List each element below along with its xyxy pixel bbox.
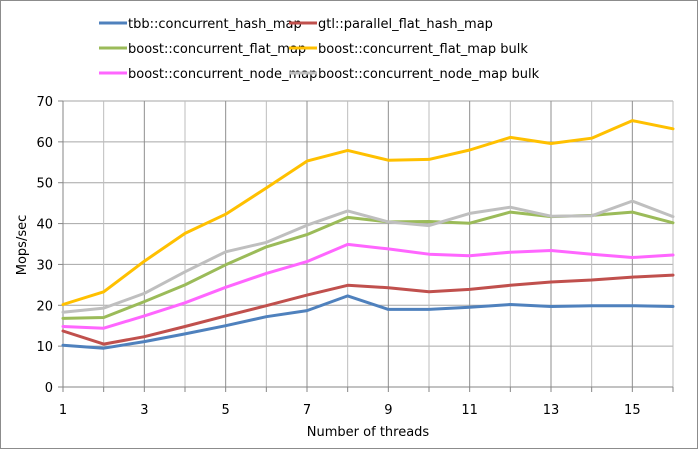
y-tick-label: 10 xyxy=(36,340,53,355)
legend-item: gtl::parallel_flat_hash_map xyxy=(289,17,493,32)
legend-label: boost::concurrent_node_map bulk xyxy=(318,67,540,82)
x-axis-title: Number of threads xyxy=(307,425,430,440)
legend: tbb::concurrent_hash_map gtl::parallel_fl… xyxy=(99,17,540,82)
series-line-1 xyxy=(61,294,675,350)
gridlines xyxy=(63,100,674,387)
legend-item: boost::concurrent_node_map xyxy=(99,67,317,82)
legend-label: boost::concurrent_node_map xyxy=(128,67,317,82)
y-tick-label: 20 xyxy=(36,299,53,314)
legend-item: tbb::concurrent_hash_map xyxy=(99,17,302,32)
y-axis-title: Mops/sec xyxy=(15,215,30,276)
legend-label: boost::concurrent_flat_map bulk xyxy=(318,42,528,57)
series-line-4 xyxy=(61,119,675,306)
x-tick-label: 15 xyxy=(624,403,641,418)
series-line-5 xyxy=(61,242,675,330)
y-tick-label: 70 xyxy=(36,95,53,110)
x-tick-label: 1 xyxy=(59,403,67,418)
x-tick-label: 3 xyxy=(140,403,148,418)
y-tick-label: 40 xyxy=(36,218,53,233)
legend-label: boost::concurrent_flat_map xyxy=(128,42,306,57)
series-line-2 xyxy=(61,273,675,346)
legend-label: tbb::concurrent_hash_map xyxy=(128,17,302,32)
y-tick-label: 50 xyxy=(36,177,53,192)
legend-label: gtl::parallel_flat_hash_map xyxy=(318,17,493,32)
x-tick-label: 9 xyxy=(384,403,392,418)
y-tick-label: 60 xyxy=(36,136,53,151)
x-tick-label: 5 xyxy=(222,403,230,418)
x-tick-label: 7 xyxy=(303,403,311,418)
legend-item: boost::concurrent_flat_map bulk xyxy=(289,42,528,57)
legend-item: boost::concurrent_flat_map xyxy=(99,42,306,57)
x-tick-label: 11 xyxy=(461,403,478,418)
y-tick-label: 30 xyxy=(36,258,53,273)
legend-item: boost::concurrent_node_map bulk xyxy=(289,67,540,82)
data-series xyxy=(61,119,675,350)
y-tick-label: 0 xyxy=(45,381,53,396)
series-line-6 xyxy=(61,199,675,314)
x-tick-label: 13 xyxy=(543,403,560,418)
